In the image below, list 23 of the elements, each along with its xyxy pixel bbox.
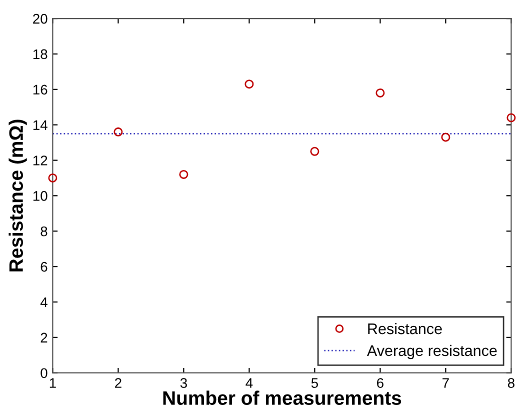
x-axis-title: Number of measurements xyxy=(163,390,402,405)
x-tick-label: 3 xyxy=(180,378,187,388)
y-tick-label: 12 xyxy=(33,156,48,166)
x-tick-label: 2 xyxy=(115,378,122,388)
x-tick-label: 7 xyxy=(442,378,449,388)
y-tick-label: 0 xyxy=(40,368,48,378)
y-tick-label: 10 xyxy=(33,191,48,201)
legend-label: Resistance xyxy=(368,322,442,334)
y-axis-title: Resistance (mΩ) xyxy=(8,120,27,272)
x-tick-label: 8 xyxy=(508,378,514,388)
y-tick-label: 2 xyxy=(40,332,48,342)
x-tick-label: 5 xyxy=(311,378,318,388)
y-tick-label: 18 xyxy=(33,49,48,60)
y-tick-label: 20 xyxy=(33,14,48,24)
y-tick-label: 14 xyxy=(33,120,48,130)
y-tick-label: 6 xyxy=(40,262,48,272)
legend-label: Average resistance xyxy=(366,344,497,360)
x-tick-label: 1 xyxy=(50,378,56,388)
y-tick-label: 8 xyxy=(40,226,48,236)
x-tick-label: 6 xyxy=(377,378,384,388)
y-tick-label: 4 xyxy=(40,297,48,308)
x-tick-label: 4 xyxy=(246,378,253,388)
y-tick-label: 16 xyxy=(33,84,48,95)
